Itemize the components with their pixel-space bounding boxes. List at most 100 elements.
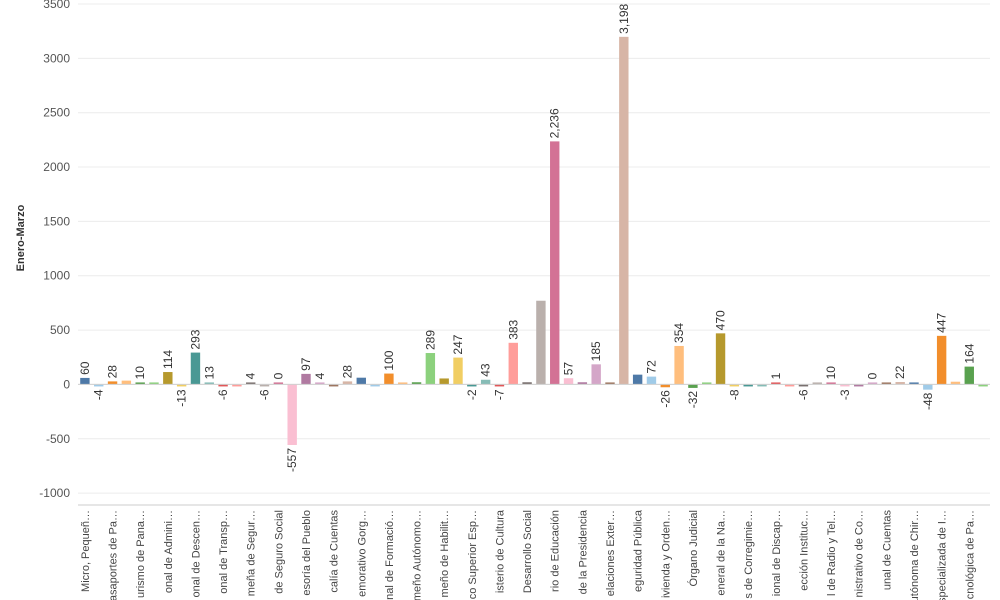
x-tick-label: unal de Cuentas (881, 510, 893, 591)
x-tick-label: ional de Discap… (771, 510, 783, 596)
data-label: 100 (382, 350, 396, 370)
x-axis-ticks: Micro, Pequeñ… asaportes de Pa… urismo de … (80, 509, 976, 600)
x-tick-label: ivienda y Orden… (660, 510, 672, 598)
data-label: 0 (271, 372, 285, 379)
bar (688, 384, 698, 388)
y-tick-label: 1500 (43, 214, 70, 228)
data-label: -8 (727, 389, 741, 400)
data-label: -48 (921, 392, 935, 410)
bar (149, 382, 159, 385)
bar (798, 384, 809, 387)
bar (508, 342, 518, 385)
bar (605, 382, 615, 385)
data-label: -7 (492, 389, 506, 400)
x-tick-label: meña de Segur… (246, 510, 258, 596)
x-tick-label: ección Instituc… (798, 510, 810, 591)
bar (121, 380, 132, 385)
x-tick-label: onal de Descen… (190, 510, 202, 597)
x-tick-label: utónoma de Chir… (909, 510, 921, 600)
data-label: -3 (838, 389, 852, 400)
data-label: 164 (962, 343, 976, 363)
bar (218, 384, 228, 387)
data-label: 293 (188, 329, 202, 349)
bar (453, 357, 463, 385)
bar (895, 382, 905, 385)
y-tick-label: 2500 (43, 106, 70, 120)
x-tick-label: eguridad Pública (633, 509, 645, 592)
x-tick-label: onal de Transp… (218, 510, 230, 594)
x-tick-label: onal de Admini… (163, 510, 175, 593)
bar (591, 364, 601, 385)
bar (273, 382, 284, 385)
data-label: 4 (313, 372, 327, 379)
data-label: -6 (216, 389, 230, 400)
x-tick-label: asaportes de Pa… (108, 510, 120, 600)
bar (563, 378, 574, 385)
bar (715, 333, 726, 385)
x-tick-label: l de Radio y Tel… (826, 510, 838, 596)
data-label: 13 (202, 366, 216, 380)
x-tick-label: de la Presidencia (577, 509, 589, 594)
bar (398, 382, 408, 385)
bar (342, 381, 353, 385)
bar (674, 345, 684, 385)
bar (646, 376, 657, 385)
x-tick-label: meño Autónomo… (412, 510, 424, 600)
x-tick-label: specializada de I… (937, 510, 949, 600)
y-axis-title: Enero-Marzo (15, 204, 27, 271)
y-axis-ticks: -1000 -500 0 500 1000 1500 2000 2500 3000 3500 (39, 0, 70, 500)
data-label: 247 (451, 334, 465, 354)
y-tick-label: -500 (46, 432, 70, 446)
x-tick-label: nistrativo de Co… (854, 510, 866, 597)
y-tick-label: -1000 (39, 486, 70, 500)
data-label: 4 (244, 372, 258, 379)
bar (522, 382, 532, 385)
data-label: 28 (106, 365, 120, 379)
x-tick-label: emorativo Gorg… (356, 510, 368, 597)
bar (909, 382, 919, 385)
bar (204, 382, 214, 385)
data-label: 22 (893, 365, 907, 379)
data-label: 447 (935, 313, 949, 333)
x-tick-label: de Seguro Social (273, 510, 285, 594)
bar (840, 384, 850, 387)
data-label: -13 (175, 389, 189, 407)
bar (246, 382, 256, 385)
bar (259, 384, 270, 387)
x-tick-label: Micro, Pequeñ… (80, 510, 92, 592)
y-tick-label: 1000 (43, 269, 70, 283)
y-tick-label: 2000 (43, 160, 70, 174)
data-label: 354 (672, 323, 686, 343)
bar (494, 384, 505, 387)
data-label: 383 (506, 319, 520, 339)
x-tick-label: s de Corregimie… (743, 510, 755, 599)
data-label: 57 (562, 362, 576, 376)
data-label: -6 (258, 389, 272, 400)
x-tick-label: meño de Habilit… (439, 510, 451, 597)
data-label: 185 (589, 341, 603, 361)
data-label: 72 (644, 360, 658, 374)
data-label: 10 (133, 366, 147, 380)
bar (757, 384, 767, 387)
bar (729, 384, 740, 387)
bar (577, 382, 588, 385)
bar (328, 384, 339, 387)
data-label: 28 (340, 365, 354, 379)
bar (301, 373, 311, 385)
bar (743, 384, 753, 387)
data-label: -4 (92, 389, 106, 400)
bar (854, 384, 864, 387)
bar (411, 382, 422, 385)
data-label: -26 (658, 390, 672, 408)
x-tick-label: esoría del Pueblo (301, 510, 313, 596)
data-label: 289 (423, 330, 437, 350)
bar (439, 378, 449, 385)
data-label: 97 (299, 357, 313, 371)
bar (425, 353, 436, 385)
data-label: 10 (824, 366, 838, 380)
bar (923, 384, 933, 390)
x-tick-label: isterio de Cultura (494, 509, 506, 593)
bar (287, 384, 297, 445)
gridlines (78, 3, 990, 494)
